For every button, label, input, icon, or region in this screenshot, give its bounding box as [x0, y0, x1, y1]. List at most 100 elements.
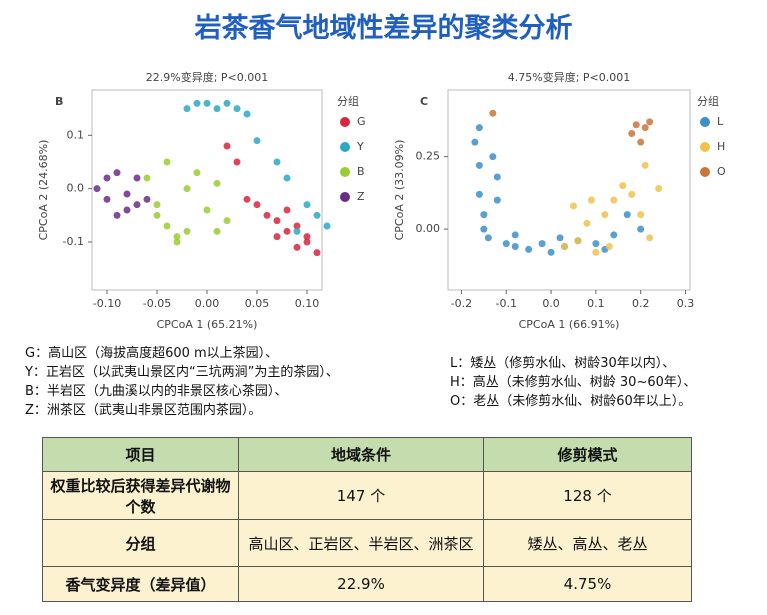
header-cell: 地域条件 — [238, 437, 484, 472]
point — [646, 118, 654, 126]
notes-right: L：矮丛（修剪水仙、树龄30年以内）、 H：高丛（未修剪水仙、树龄 30~60年… — [450, 354, 696, 411]
point — [283, 174, 291, 182]
point — [273, 217, 281, 225]
point — [637, 138, 645, 146]
point — [243, 195, 251, 203]
point — [133, 201, 141, 209]
point — [480, 225, 488, 233]
summary-table: 项目 地域条件 修剪模式 权重比较后获得差异代谢物个数 147 个 128 个 分组 高山… — [42, 437, 692, 602]
point — [213, 227, 221, 235]
point — [203, 206, 211, 214]
point — [623, 211, 631, 219]
point — [569, 202, 577, 210]
point — [511, 243, 519, 251]
legend-marker — [340, 192, 350, 202]
point — [183, 105, 191, 113]
cell: 128 个 — [483, 471, 692, 520]
point — [123, 190, 131, 198]
point — [193, 99, 201, 107]
point — [123, 206, 131, 214]
legend-label: Y — [356, 140, 364, 153]
point — [583, 219, 591, 227]
cell: 香气变异度（差异值） — [42, 566, 239, 602]
point — [480, 211, 488, 219]
panel-label: C — [420, 95, 428, 108]
point — [561, 243, 569, 251]
point — [243, 110, 251, 118]
point — [641, 161, 649, 169]
y-tick-label: 0.00 — [416, 222, 441, 235]
legend-title: 分组 — [337, 94, 359, 108]
point — [592, 240, 600, 248]
point — [143, 174, 151, 182]
y-tick-label: 0.1 — [67, 128, 85, 141]
legend-title: 分组 — [697, 94, 719, 108]
point — [283, 227, 291, 235]
point — [605, 243, 613, 251]
legend-marker — [700, 167, 710, 177]
point — [489, 153, 497, 161]
chart-title: 4.75%变异度; P<0.001 — [508, 70, 631, 84]
point — [556, 234, 564, 242]
legend-label: G — [357, 115, 366, 128]
note: O：老丛（未修剪水仙、树龄60年以上）。 — [450, 394, 692, 409]
point — [655, 185, 663, 193]
note: Z：洲茶区（武夷山非景区范围内茶园）。 — [25, 403, 262, 418]
legend-label: O — [717, 165, 726, 178]
x-tick-label: -0.1 — [496, 297, 517, 310]
x-tick-label: -0.10 — [93, 297, 121, 310]
point — [283, 206, 291, 214]
point — [103, 195, 111, 203]
point — [213, 105, 221, 113]
x-tick-label: -0.05 — [143, 297, 171, 310]
plot-frame — [447, 89, 691, 291]
x-tick-label: 0.00 — [195, 297, 220, 310]
x-tick-label: 0.3 — [677, 297, 695, 310]
legend-label: H — [717, 140, 725, 153]
point — [233, 158, 241, 166]
note: G：高山区（海拔高度超600 m以上茶园）、 — [25, 346, 279, 361]
point — [475, 161, 483, 169]
point — [574, 237, 582, 245]
point — [619, 182, 627, 190]
point — [592, 248, 600, 256]
point — [253, 201, 261, 209]
cell: 分组 — [42, 519, 239, 567]
legend-marker — [700, 142, 710, 152]
x-axis-label: CPCoA 1 (65.21%) — [157, 318, 258, 331]
point — [303, 233, 311, 241]
point — [133, 174, 141, 182]
note: H：高丛（未修剪水仙、树龄 30~60年）、 — [450, 375, 697, 390]
point — [646, 234, 654, 242]
point — [263, 211, 271, 219]
point — [323, 222, 331, 230]
point — [303, 238, 311, 246]
point — [103, 174, 111, 182]
x-axis-label: CPCoA 1 (66.91%) — [519, 318, 620, 331]
point — [183, 185, 191, 193]
point — [173, 233, 181, 241]
legend-label: L — [717, 115, 724, 128]
y-tick-label: 0.25 — [416, 150, 441, 163]
point — [547, 248, 555, 256]
cell: 4.75% — [483, 566, 692, 602]
point — [163, 222, 171, 230]
point — [223, 142, 231, 150]
x-tick-label: 0.2 — [632, 297, 650, 310]
x-tick-label: 0.1 — [587, 297, 605, 310]
point — [303, 201, 311, 209]
point — [153, 211, 161, 219]
cell: 147 个 — [238, 471, 484, 520]
cell: 矮丛、高丛、老丛 — [483, 519, 692, 567]
point — [113, 169, 121, 177]
point — [538, 240, 546, 248]
x-tick-label: -0.2 — [451, 297, 472, 310]
point — [293, 222, 301, 230]
point — [511, 231, 519, 239]
note: Y：正岩区（以武夷山景区内“三坑两涧”为主的茶园）、 — [25, 365, 339, 380]
point — [223, 217, 231, 225]
point — [183, 227, 191, 235]
plot-frame — [91, 89, 323, 291]
point — [493, 173, 501, 181]
point — [213, 179, 221, 187]
